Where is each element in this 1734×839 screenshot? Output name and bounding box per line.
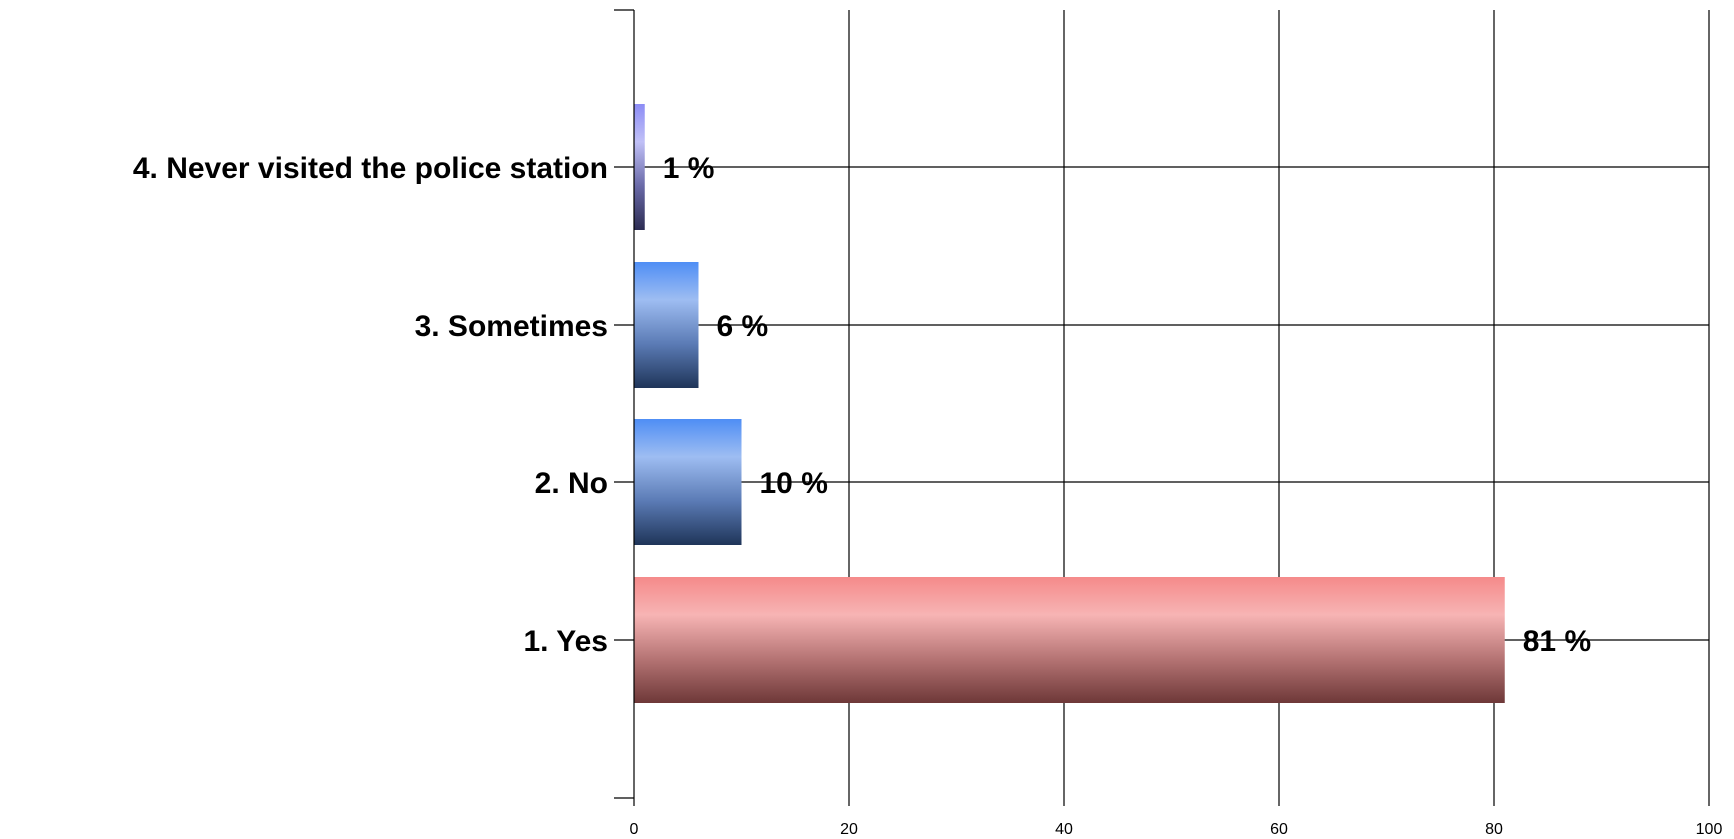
x-tick-label: 40: [1055, 821, 1073, 838]
bar: [634, 577, 1505, 703]
data-label: 6 %: [717, 310, 769, 343]
category-label: 2. No: [535, 467, 608, 500]
x-tick-label: 80: [1485, 821, 1503, 838]
labels: 0 20 40 60 80 100 1. Yes 81 % 2. No 10 % 3. Someti…: [133, 152, 1723, 838]
category-label: 3. Sometimes: [415, 310, 608, 343]
bar: [634, 262, 699, 388]
x-tick-label: 100: [1696, 821, 1723, 838]
category-label: 4. Never visited the police station: [133, 152, 608, 185]
data-label: 81 %: [1523, 625, 1591, 658]
bar: [634, 104, 645, 230]
data-label: 1 %: [663, 152, 715, 185]
axes: [614, 9, 1710, 806]
x-tick-label: 0: [630, 821, 639, 838]
bar: [634, 419, 742, 545]
x-tick-label: 60: [1270, 821, 1288, 838]
data-label: 10 %: [760, 467, 828, 500]
x-tick-label: 20: [840, 821, 858, 838]
category-label: 1. Yes: [523, 625, 608, 658]
bars: [634, 104, 1505, 703]
